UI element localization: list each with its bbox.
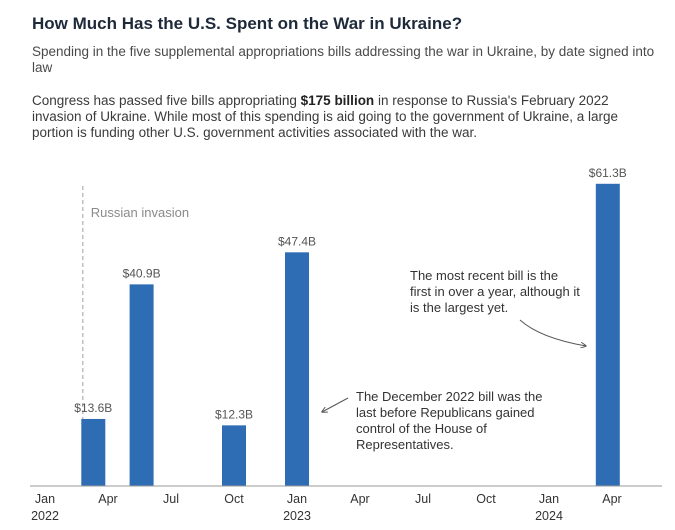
x-tick-year-0: 2022 bbox=[31, 509, 59, 523]
intro-total-amount: $175 billion bbox=[300, 93, 375, 108]
recent-bill-arrow bbox=[519, 319, 586, 346]
intro-text-start: Congress has passed five bills appropria… bbox=[32, 93, 301, 108]
bar-value-label-1: $40.9B bbox=[123, 266, 161, 280]
bar-value-label-2: $12.3B bbox=[215, 407, 253, 421]
recent-bill-note: The most recent bill is the first in ove… bbox=[410, 268, 580, 315]
december-bill-note: The December 2022 bill was the last befo… bbox=[356, 389, 543, 452]
bar-2 bbox=[222, 425, 246, 486]
x-tick-label-3: Oct bbox=[224, 492, 244, 506]
x-tick-year-4: 2023 bbox=[283, 509, 311, 523]
x-tick-label-1: Apr bbox=[98, 492, 117, 506]
bar-4 bbox=[595, 183, 620, 486]
bar-1 bbox=[129, 284, 154, 486]
x-tick-label-4: Jan bbox=[287, 492, 307, 506]
bar-value-label-3: $47.4B bbox=[278, 234, 316, 248]
invasion-marker: Russian invasion bbox=[82, 186, 189, 486]
chart-subtitle: Spending in the five supplemental approp… bbox=[32, 44, 655, 75]
december-arrow bbox=[322, 397, 349, 412]
x-tick-label-6: Jul bbox=[415, 492, 431, 506]
chart-title: How Much Has the U.S. Spent on the War i… bbox=[32, 14, 463, 33]
x-tick-label-2: Jul bbox=[163, 492, 179, 506]
x-tick-label-7: Oct bbox=[476, 492, 496, 506]
x-tick-label-9: Apr bbox=[602, 492, 621, 506]
bar-3 bbox=[285, 252, 309, 486]
x-tick-label-5: Apr bbox=[350, 492, 369, 506]
x-tick-label-8: Jan bbox=[539, 492, 559, 506]
x-tick-label-0: Jan bbox=[35, 492, 55, 506]
invasion-label: Russian invasion bbox=[91, 205, 189, 220]
x-tick-year-8: 2024 bbox=[535, 509, 563, 523]
bar-value-label-0: $13.6B bbox=[74, 401, 112, 415]
bars: $13.6B $40.9B $12.3B $47.4B $61.3B bbox=[74, 166, 627, 486]
bar-value-label-4: $61.3B bbox=[589, 166, 627, 180]
x-axis: Jan 2022 Apr Jul Oct Jan 2023 Apr Jul Oct Jan 2024 A… bbox=[30, 485, 662, 523]
annotation-arrows bbox=[322, 319, 586, 412]
intro-paragraph: Congress has passed five bills appropria… bbox=[32, 93, 652, 141]
bar-0 bbox=[81, 418, 106, 486]
intro-text-end: in response to Russia's February 2022 in… bbox=[32, 93, 619, 140]
